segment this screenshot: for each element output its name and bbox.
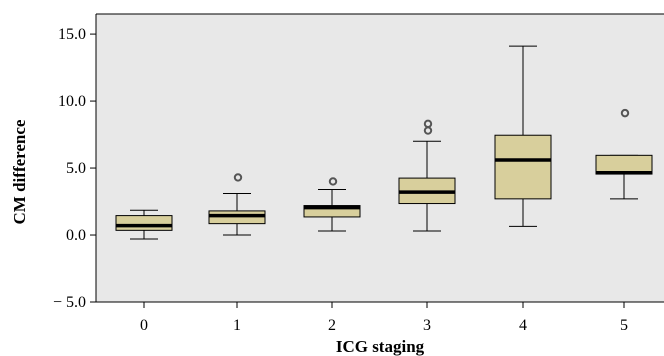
plot-area: [96, 14, 664, 302]
y-ticks: 15.0 10.0 5.0 0.0 − 5.0: [53, 26, 96, 311]
x-tick-label: 4: [519, 317, 527, 334]
outlier-point: [328, 177, 338, 186]
x-tick-label: 0: [140, 317, 148, 334]
box-group-2: [303, 177, 361, 232]
box-group-0: [115, 209, 173, 240]
y-tick-label: 15.0: [58, 26, 86, 43]
x-axis-title: ICG staging: [336, 337, 425, 356]
x-tick-label: 5: [620, 317, 628, 334]
y-tick-label: − 5.0: [53, 294, 86, 311]
x-tick-label: 2: [328, 317, 336, 334]
x-tick-label: 3: [423, 317, 431, 334]
y-tick-label: 5.0: [66, 160, 86, 177]
y-tick-label: 10.0: [58, 93, 86, 110]
box: [303, 205, 361, 218]
box: [115, 215, 173, 231]
box-group-5: [595, 108, 653, 200]
outlier-point: [423, 119, 433, 129]
boxes-layer: [115, 45, 653, 240]
box-group-3: [398, 119, 456, 232]
x-ticks: 0 1 2 3 4 5: [140, 302, 628, 334]
outlier-point: [620, 108, 630, 118]
box-group-1: [208, 173, 266, 236]
box-group-4: [494, 45, 552, 227]
y-tick-label: 0.0: [66, 227, 86, 244]
outlier-point: [233, 173, 243, 182]
x-tick-label: 1: [233, 317, 241, 334]
axes-layer: [95, 13, 664, 303]
box: [494, 134, 552, 200]
y-axis-title: CM difference: [10, 119, 29, 224]
